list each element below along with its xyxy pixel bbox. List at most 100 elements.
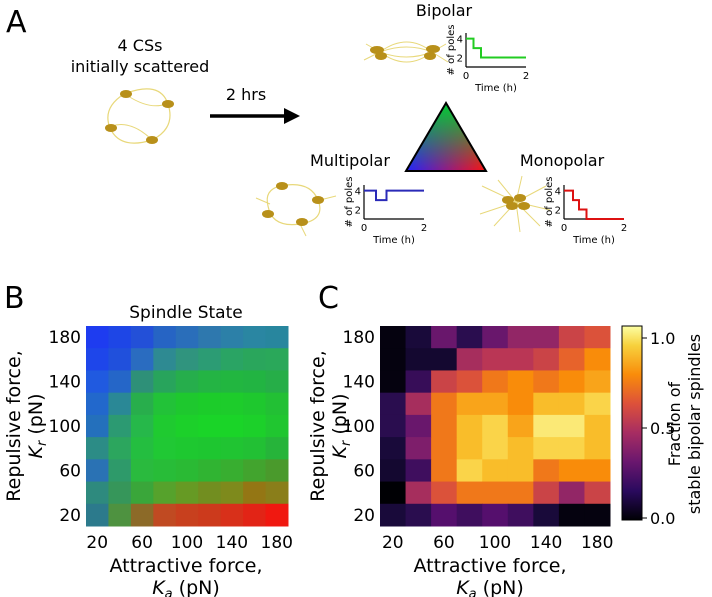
heatmap-cell (130, 392, 154, 416)
heatmap-cell (108, 370, 132, 394)
heatmap-cell (584, 392, 611, 416)
poles-xlabel: Time (h) (474, 83, 517, 94)
colorbar-tick-label: 1.0 (650, 329, 675, 348)
heatmap-cell (456, 503, 483, 527)
heatmap-cell (533, 414, 560, 438)
c-xlabel-symbol: K (456, 577, 470, 597)
poles-xtick: 0 (361, 223, 367, 234)
heatmap-cell (108, 326, 132, 349)
heatmap-cell (153, 392, 177, 416)
x-tick-label: 180 (581, 533, 613, 553)
x-tick-label: 60 (131, 533, 153, 553)
b-xlabel-unit: (pN) (173, 577, 220, 597)
heatmap-cell (380, 503, 407, 527)
b-xlabel-line2: Ka (pN) (152, 577, 220, 597)
y-tick-label: 180 (343, 328, 375, 348)
poles-ytick: 4 (555, 187, 561, 198)
heatmap-cell (108, 459, 132, 483)
poles-ylabel: # of poles (544, 177, 555, 228)
colorbar-label-line1: Fraction of (665, 381, 684, 466)
heatmap-cell (380, 481, 407, 505)
heatmap-cell (405, 370, 432, 394)
b-xlabel-sub: a (165, 587, 173, 597)
heatmap-cell (175, 414, 199, 438)
heatmap-cell (130, 437, 154, 460)
poles-xtick: 2 (621, 223, 627, 234)
heatmap-cell (533, 503, 560, 527)
panel-letter-b: B (4, 281, 25, 316)
heatmap-cell (243, 437, 267, 460)
heatmap-cell (533, 326, 560, 349)
heatmap-cell (405, 414, 432, 438)
initial-label-line1: 4 CSs (118, 36, 163, 55)
poles-xtick: 0 (561, 223, 567, 234)
heatmap-cell (220, 503, 244, 527)
c-xlabel-line1: Attractive force, (413, 555, 566, 577)
heatmap-cell (198, 370, 222, 394)
c-ylabel-sub: r (339, 439, 354, 446)
heatmap-cell (86, 414, 109, 438)
heatmap-cell (86, 481, 109, 505)
c-ylabel-line2: Kr (pN) (329, 394, 354, 459)
heatmap-cell (482, 503, 509, 527)
outcome-title-multipolar: Multipolar (310, 151, 390, 170)
heatmap-cell (243, 481, 267, 505)
heatmap-cell (533, 392, 560, 416)
heatmap-cell (175, 370, 199, 394)
heatmap-cell (86, 348, 109, 371)
heatmap-cell (153, 503, 177, 527)
panel-c: C 20 60 100 140 180 180 140 100 60 20 Attractive … (307, 281, 704, 597)
heatmap-cell (86, 459, 109, 483)
heatmap-cell (405, 326, 432, 349)
heatmap-cell (456, 348, 483, 371)
heatmap-cell (265, 437, 289, 460)
heatmap-cell (265, 414, 289, 438)
heatmap-cell (198, 481, 222, 505)
heatmap-cell (130, 326, 154, 349)
y-tick-label: 180 (49, 328, 81, 348)
heatmap-cell (507, 503, 534, 527)
c-ylabel-unit: (pN) (329, 394, 351, 441)
heatmap-cell (558, 414, 585, 438)
heatmap-cell (533, 459, 560, 483)
b-xlabel-symbol: K (152, 577, 166, 597)
heatmap-cell (220, 348, 244, 371)
multipolar-spindle-illustration (255, 182, 337, 237)
heatmap-cell (482, 414, 509, 438)
arrow-label: 2 hrs (226, 85, 266, 104)
heatmap-cell (507, 481, 534, 505)
heatmap-cell (153, 437, 177, 460)
heatmap-cell (533, 437, 560, 460)
heatmap-cell (456, 392, 483, 416)
spindle-state-heatmap (86, 326, 289, 527)
b-ylabel-sub: r (35, 439, 50, 446)
heatmap-cell (86, 503, 109, 527)
poles-ytick: 4 (457, 35, 463, 46)
heatmap-cell (130, 459, 154, 483)
heatmap-cell (431, 503, 458, 527)
heatmap-cell (175, 348, 199, 371)
heatmap-cell (198, 459, 222, 483)
heatmap-cell (153, 326, 177, 349)
heatmap-cell (380, 392, 407, 416)
panel-b: B Spindle State 20 60 100 140 180 180 140 100 60… (3, 281, 293, 597)
heatmap-cell (482, 370, 509, 394)
heatmap-cell (86, 326, 109, 349)
bipolar-fraction-axes: 20 60 100 140 180 180 140 100 60 20 (343, 328, 614, 553)
heatmap-cell (405, 503, 432, 527)
heatmap-cell (507, 459, 534, 483)
initial-label-line2: initially scattered (71, 57, 210, 76)
heatmap-cell (175, 459, 199, 483)
y-tick-label: 100 (343, 417, 375, 437)
heatmap-cell (558, 503, 585, 527)
colorbar-label: Fraction of stable bipolar spindles (665, 334, 704, 514)
heatmap-cell (456, 459, 483, 483)
heatmap-cell (456, 437, 483, 460)
scattered-centrosomes-illustration (105, 88, 174, 144)
y-tick-label: 20 (353, 506, 375, 526)
y-tick-label: 60 (59, 461, 81, 481)
heatmap-cell (380, 437, 407, 460)
